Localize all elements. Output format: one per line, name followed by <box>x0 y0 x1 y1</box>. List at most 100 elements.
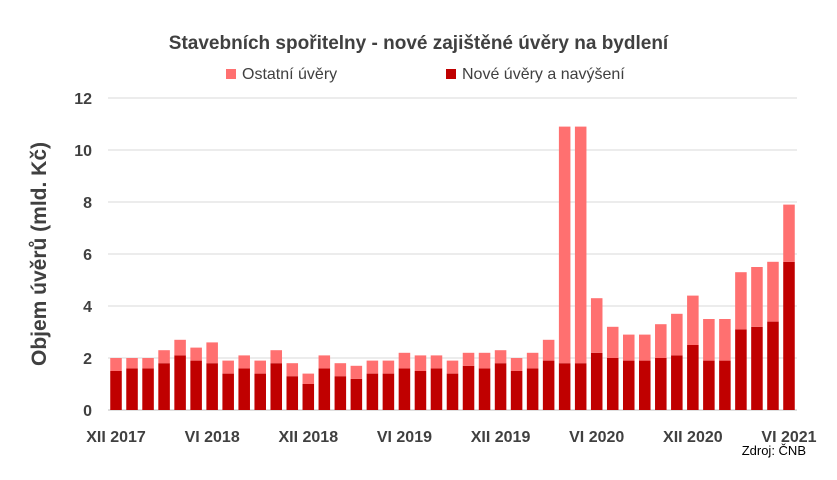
bar-other-loans <box>767 261 779 322</box>
bar-new-loans <box>366 373 379 410</box>
bar-new-loans <box>719 360 731 410</box>
bar-new-loans <box>158 363 170 410</box>
chart-title: Stavebních spořitelny - nové zajištěné ú… <box>168 33 669 54</box>
x-tick-label: VI 2019 <box>377 429 432 446</box>
bar-other-loans <box>334 363 347 377</box>
bar-other-loans <box>398 352 411 369</box>
bar-other-loans <box>158 350 170 364</box>
bar-other-loans <box>286 363 299 377</box>
legend-item-other: Ostatní úvěry <box>226 66 337 84</box>
bar-other-loans <box>703 319 715 361</box>
bar-new-loans <box>222 373 234 410</box>
bar-new-loans <box>671 355 683 410</box>
bar-new-loans <box>606 358 619 410</box>
legend: Ostatní úvěry Nové úvěry a navýšení <box>0 66 837 88</box>
y-axis-ticks: 0 2 4 6 8 10 12 <box>74 91 92 420</box>
legend-item-new: Nové úvěry a navýšení <box>446 66 625 84</box>
y-tick-label: 6 <box>83 247 92 264</box>
x-tick-label: VI 2020 <box>569 429 624 446</box>
bar-other-loans <box>142 358 154 369</box>
bar-other-loans <box>430 355 443 369</box>
bar-new-loans <box>574 363 587 410</box>
bar-other-loans <box>494 350 507 364</box>
bar-new-loans <box>110 371 122 410</box>
bar-other-loans <box>526 352 539 369</box>
bar-other-loans <box>270 350 283 364</box>
bar-other-loans <box>751 267 763 327</box>
source-note: Zdroj: ČNB <box>741 443 806 458</box>
bar-new-loans <box>286 376 299 410</box>
bar-other-loans <box>238 355 250 369</box>
legend-label-other: Ostatní úvěry <box>242 66 338 83</box>
bar-other-loans <box>222 360 234 374</box>
bar-other-loans <box>206 342 218 364</box>
bar-other-loans <box>462 352 475 366</box>
bar-new-loans <box>735 329 747 410</box>
bar-other-loans <box>606 326 619 358</box>
x-tick-label: XII 2017 <box>86 429 146 446</box>
bar-other-loans <box>687 295 699 345</box>
bar-new-loans <box>206 363 218 410</box>
bar-new-loans <box>190 360 202 410</box>
bar-other-loans <box>510 358 523 371</box>
bar-other-loans <box>783 204 795 262</box>
bar-new-loans <box>238 368 250 410</box>
y-tick-label: 12 <box>74 91 92 108</box>
x-axis-ticks: XII 2017 VI 2018 XII 2018 VI 2019 XII 2019 VI… <box>86 429 816 446</box>
bar-new-loans <box>703 360 715 410</box>
x-tick-label: VI 2018 <box>185 429 240 446</box>
bar-new-loans <box>414 371 427 410</box>
bar-other-loans <box>558 126 571 364</box>
bar-other-loans <box>735 272 747 330</box>
bar-other-loans <box>254 360 266 374</box>
bar-other-loans <box>574 126 587 364</box>
bar-other-loans <box>542 339 555 361</box>
y-tick-label: 8 <box>83 195 92 212</box>
bar-other-loans <box>318 355 331 369</box>
y-tick-label: 0 <box>83 403 92 420</box>
bar-other-loans <box>110 358 122 371</box>
legend-label-new: Nové úvěry a navýšení <box>462 66 625 83</box>
bar-other-loans <box>382 360 395 374</box>
bar-new-loans <box>430 368 443 410</box>
x-tick-label: XII 2020 <box>663 429 723 446</box>
bar-other-loans <box>190 347 202 361</box>
bar-new-loans <box>126 368 138 410</box>
bar-other-loans <box>126 358 138 369</box>
bar-new-loans <box>318 368 331 410</box>
bar-new-loans <box>622 360 635 410</box>
legend-swatch-new <box>446 69 456 79</box>
bar-other-loans <box>639 334 651 361</box>
bar-other-loans <box>366 360 379 374</box>
bar-other-loans <box>174 339 186 356</box>
bar-new-loans <box>270 363 283 410</box>
bar-new-loans <box>462 365 475 410</box>
bar-new-loans <box>687 345 699 410</box>
bar-new-loans <box>254 373 266 410</box>
legend-swatch-other <box>226 69 236 79</box>
bar-other-loans <box>671 313 683 356</box>
bar-new-loans <box>142 368 154 410</box>
bar-other-loans <box>719 319 731 361</box>
bar-other-loans <box>655 324 667 358</box>
bar-new-loans <box>526 368 539 410</box>
bar-new-loans <box>478 368 491 410</box>
bar-new-loans <box>542 360 555 410</box>
bar-new-loans <box>783 261 795 410</box>
bar-other-loans <box>622 334 635 361</box>
bar-other-loans <box>302 373 315 384</box>
bar-other-loans <box>350 365 363 379</box>
y-tick-label: 10 <box>74 143 92 160</box>
bar-new-loans <box>334 376 347 410</box>
x-tick-label: VI 2021 <box>761 429 816 446</box>
x-tick-label: XII 2018 <box>278 429 338 446</box>
bar-new-loans <box>398 368 411 410</box>
bar-other-loans <box>590 298 603 353</box>
bar-new-loans <box>767 321 779 410</box>
bar-new-loans <box>494 363 507 410</box>
bar-other-loans <box>446 360 459 374</box>
y-tick-label: 2 <box>83 351 92 368</box>
bars <box>110 126 795 410</box>
bar-new-loans <box>510 371 523 410</box>
